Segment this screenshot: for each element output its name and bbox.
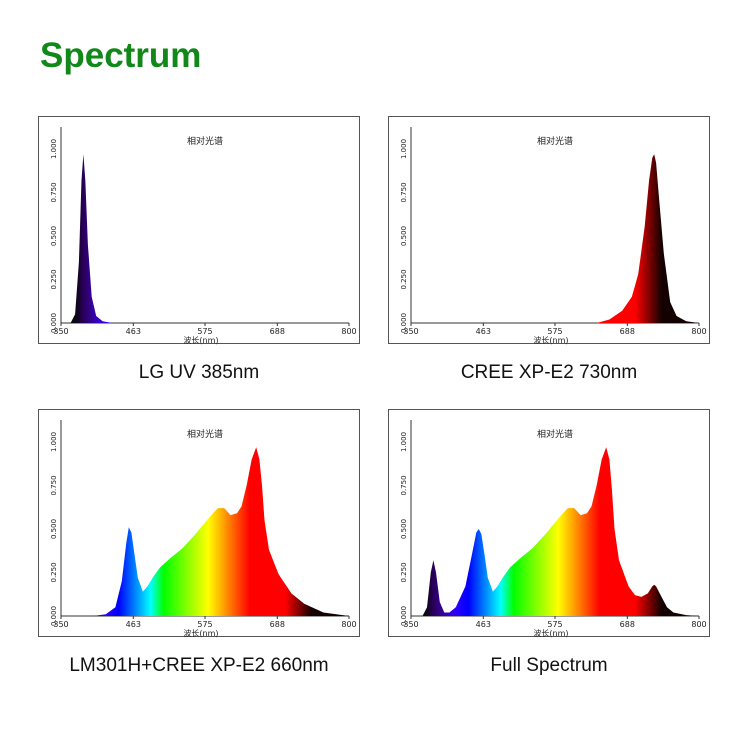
y-tick-label: 0.250	[50, 562, 58, 582]
spectrum-chart-lg-uv: 相对光谱 350 463 575 688 800 0.000 0.250 0.500 0.750 1…	[38, 116, 360, 345]
spectrum-chart-lm301h-660: 相对光谱 350 463 575 688 800 0.000 0.250 0.500 0.750 1…	[38, 409, 360, 638]
y-tick-label: 0.500	[400, 519, 408, 539]
y-tick-label: 0.250	[400, 562, 408, 582]
x-tick-label: 800	[341, 327, 356, 336]
y-tick-label: 1.000	[400, 432, 408, 452]
x-tick-label: 575	[547, 620, 562, 629]
x-axis-label: 波长(nm)	[533, 335, 568, 345]
y-tick-label: 0.250	[50, 269, 58, 289]
spectrum-area	[411, 154, 699, 323]
y-tick-label: 0.750	[50, 182, 58, 202]
spectrum-svg: 相对光谱 350 463 575 688 800 0.000 0.250 0.500 0.750 1…	[50, 127, 357, 345]
y-tick-label: 1.000	[400, 139, 408, 159]
spectrum-chart-cree-730: 相对光谱 350 463 575 688 800 0.000 0.250 0.500 0.750 1…	[388, 116, 710, 345]
caption-full-spectrum: Full Spectrum	[490, 655, 608, 676]
y-tick-label: 0.250	[400, 269, 408, 289]
x-tick-label: 350	[403, 620, 418, 629]
chart-title: 相对光谱	[537, 135, 573, 147]
y-tick-label: 1.000	[50, 432, 58, 452]
x-tick-label: 350	[53, 327, 68, 336]
chart-title: 相对光谱	[187, 135, 223, 147]
x-tick-label: 688	[270, 620, 285, 629]
x-tick-label: 800	[691, 620, 706, 629]
x-axis-label: 波长(nm)	[533, 628, 568, 638]
spectrum-svg: 相对光谱 350 463 575 688 800 0.000 0.250 0.500 0.750 1…	[50, 420, 357, 638]
y-tick-label: 1.000	[50, 139, 58, 159]
spectrum-area	[61, 154, 349, 323]
spectrum-svg: 相对光谱 350 463 575 688 800 0.000 0.250 0.500 0.750 1…	[400, 127, 707, 345]
spectrum-svg: 相对光谱 350 463 575 688 800 0.000 0.250 0.500 0.750 1…	[400, 420, 707, 638]
y-tick-label: 0.750	[400, 182, 408, 202]
x-tick-label: 688	[620, 327, 635, 336]
spectrum-chart-full: 相对光谱 350 463 575 688 800 0.000 0.250 0.500 0.750 1…	[388, 409, 710, 638]
x-tick-label: 688	[270, 327, 285, 336]
x-axis-label: 波长(nm)	[183, 628, 218, 638]
y-tick-label: 0.750	[400, 475, 408, 495]
x-tick-label: 575	[547, 327, 562, 336]
y-tick-label: 0.500	[50, 226, 58, 246]
y-tick-label: 0.000	[400, 606, 408, 626]
spectrum-area	[61, 447, 349, 616]
page-title: Spectrum	[40, 36, 202, 75]
x-tick-label: 463	[476, 327, 491, 336]
x-tick-label: 463	[126, 620, 141, 629]
x-tick-label: 463	[126, 327, 141, 336]
x-axis-label: 波长(nm)	[183, 335, 218, 345]
caption-lm301h-660: LM301H+CREE XP-E2 660nm	[69, 655, 329, 676]
y-tick-label: 0.000	[50, 313, 58, 333]
x-tick-label: 575	[197, 620, 212, 629]
caption-lg-uv: LG UV 385nm	[138, 362, 260, 383]
x-tick-label: 688	[620, 620, 635, 629]
x-tick-label: 800	[341, 620, 356, 629]
y-tick-label: 0.500	[400, 226, 408, 246]
caption-cree-730: CREE XP-E2 730nm	[460, 362, 638, 383]
x-tick-label: 463	[476, 620, 491, 629]
y-tick-label: 0.500	[50, 519, 58, 539]
chart-title: 相对光谱	[537, 428, 573, 440]
x-tick-label: 575	[197, 327, 212, 336]
x-tick-label: 350	[53, 620, 68, 629]
x-tick-label: 350	[403, 327, 418, 336]
y-tick-label: 0.750	[50, 475, 58, 495]
x-tick-label: 800	[691, 327, 706, 336]
chart-title: 相对光谱	[187, 428, 223, 440]
spectrum-area	[411, 447, 699, 616]
y-tick-label: 0.000	[400, 313, 408, 333]
y-tick-label: 0.000	[50, 606, 58, 626]
